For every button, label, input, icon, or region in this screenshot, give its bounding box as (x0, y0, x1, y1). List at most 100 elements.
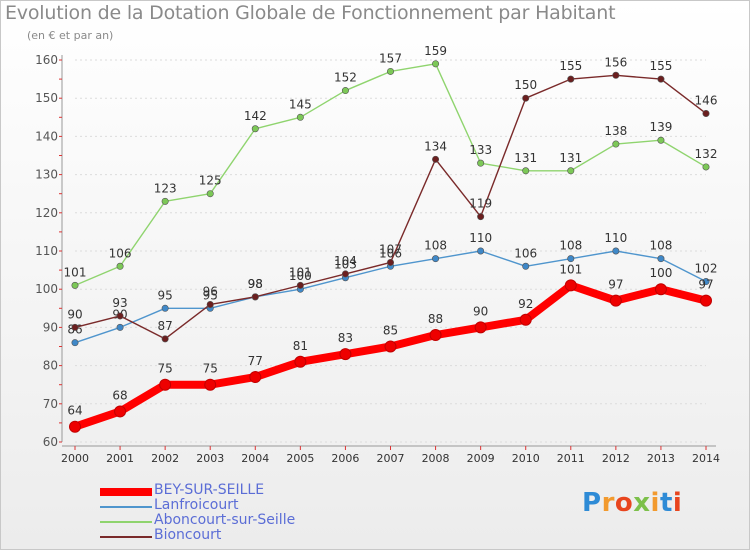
data-point (564, 279, 577, 292)
y-tick-label: 100 (35, 282, 58, 296)
logo-letter: t (659, 488, 673, 518)
data-point (159, 378, 172, 391)
data-label: 88 (428, 312, 443, 326)
y-tick-label: 90 (43, 320, 58, 334)
data-label: 87 (158, 319, 173, 333)
x-tick-label: 2011 (557, 452, 585, 465)
data-point (477, 247, 485, 255)
data-label: 98 (248, 277, 263, 291)
data-point (161, 335, 169, 343)
y-tick-label: 150 (35, 91, 58, 105)
data-label: 133 (469, 143, 492, 157)
x-tick-label: 2008 (422, 452, 450, 465)
x-tick-label: 2006 (331, 452, 359, 465)
data-point (251, 293, 259, 301)
data-label: 125 (199, 174, 222, 188)
data-label: 132 (695, 147, 718, 161)
data-point (341, 87, 349, 95)
data-point (341, 270, 349, 278)
x-tick-label: 2002 (151, 452, 179, 465)
data-point (251, 125, 259, 133)
data-label: 95 (203, 288, 218, 302)
data-point (71, 323, 79, 331)
data-point (609, 294, 622, 307)
logo-letter: x (633, 488, 651, 518)
data-point (161, 304, 169, 312)
x-tick-label: 2007 (377, 452, 405, 465)
x-tick-label: 2000 (61, 452, 89, 465)
data-label: 119 (469, 197, 492, 211)
data-point (69, 420, 81, 433)
data-label: 150 (514, 78, 537, 92)
data-label: 131 (514, 151, 537, 165)
data-label: 101 (559, 262, 582, 276)
data-label: 102 (695, 262, 718, 276)
data-label: 101 (289, 265, 312, 279)
data-label: 64 (67, 404, 82, 418)
legend-label: Lanfroicourt (154, 497, 239, 513)
data-label: 110 (604, 231, 627, 245)
x-tick-label: 2001 (106, 452, 134, 465)
data-point (702, 109, 710, 117)
data-label: 155 (649, 59, 672, 73)
data-label: 110 (469, 231, 492, 245)
data-point (206, 300, 214, 308)
y-tick-label: 140 (35, 129, 58, 143)
data-point (567, 167, 575, 175)
data-point (702, 163, 710, 171)
data-point (612, 140, 620, 148)
data-label: 156 (604, 55, 627, 69)
legend-label: Aboncourt-sur-Seille (154, 512, 296, 528)
data-label: 108 (649, 239, 672, 253)
legend-label: Bioncourt (154, 527, 222, 543)
data-point (522, 262, 530, 270)
data-point (657, 255, 665, 263)
data-label: 108 (559, 239, 582, 253)
data-point (71, 339, 79, 347)
data-label: 68 (112, 388, 127, 402)
chart-title: Evolution de la Dotation Globale de Fonc… (5, 2, 616, 24)
legend-label: BEY-SUR-SEILLE (154, 482, 265, 498)
data-label: 145 (289, 97, 312, 111)
data-label: 83 (338, 331, 353, 345)
data-point (702, 278, 710, 286)
data-point (474, 321, 487, 334)
chart-subtitle: (en € et par an) (27, 29, 114, 42)
data-point (296, 113, 304, 121)
y-tick-label: 80 (43, 359, 58, 373)
data-label: 97 (698, 278, 713, 292)
data-point (429, 329, 442, 342)
data-label: 134 (424, 139, 447, 153)
data-label: 90 (473, 304, 488, 318)
data-label: 138 (604, 124, 627, 138)
data-point (204, 378, 217, 391)
y-tick-label: 120 (35, 206, 58, 220)
data-label: 75 (203, 362, 218, 376)
data-point (116, 312, 124, 320)
data-point (384, 340, 397, 353)
data-label: 93 (112, 296, 127, 310)
data-label: 107 (379, 242, 402, 256)
y-tick-label: 130 (35, 168, 58, 182)
data-label: 95 (158, 288, 173, 302)
data-label: 98 (248, 277, 263, 291)
series-line-bey-sur-seille (71, 281, 710, 431)
data-point (567, 75, 575, 83)
x-tick-label: 2013 (647, 452, 675, 465)
data-point (116, 262, 124, 270)
y-tick-label: 60 (43, 435, 58, 449)
data-label: 96 (203, 284, 218, 298)
data-label: 131 (559, 151, 582, 165)
data-label: 108 (424, 239, 447, 253)
data-label: 155 (559, 59, 582, 73)
data-label: 139 (649, 120, 672, 134)
data-label: 75 (158, 362, 173, 376)
data-label: 85 (383, 324, 398, 338)
data-point (249, 371, 262, 384)
data-point (654, 283, 667, 296)
logo-letter: i (672, 488, 683, 518)
data-point (339, 348, 352, 361)
y-tick-label: 110 (35, 244, 58, 258)
data-point (386, 258, 394, 266)
